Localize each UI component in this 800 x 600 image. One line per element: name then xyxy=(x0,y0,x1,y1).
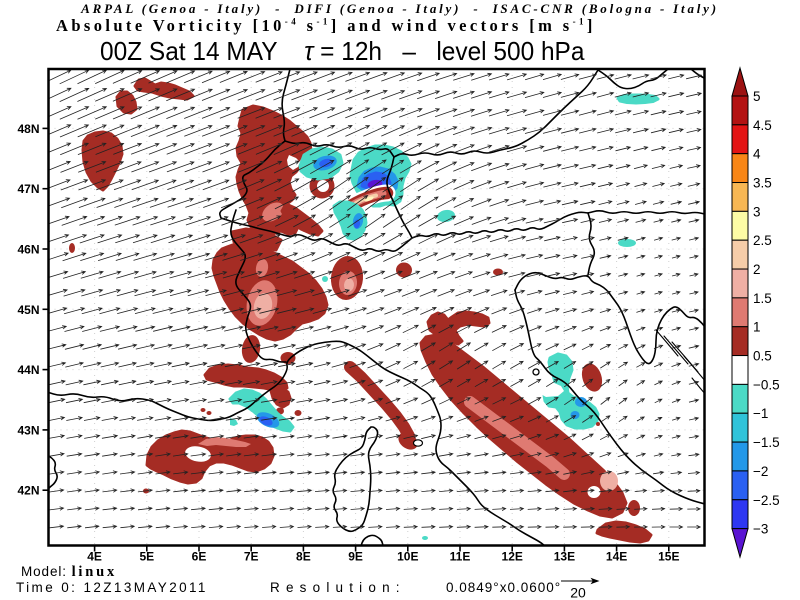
svg-text:44N: 44N xyxy=(17,363,39,377)
svg-text:−1.5: −1.5 xyxy=(753,435,780,450)
svg-text:11E: 11E xyxy=(450,550,471,564)
svg-text:1.5: 1.5 xyxy=(753,291,772,306)
svg-text:45N: 45N xyxy=(17,303,39,317)
svg-text:2: 2 xyxy=(753,262,761,277)
svg-text:47N: 47N xyxy=(17,182,39,196)
svg-text:3: 3 xyxy=(753,204,761,219)
svg-text:14E: 14E xyxy=(606,550,627,564)
svg-text:8E: 8E xyxy=(296,550,311,564)
svg-text:48N: 48N xyxy=(17,122,39,136)
svg-text:12E: 12E xyxy=(502,550,523,564)
svg-text:46N: 46N xyxy=(17,243,39,257)
svg-text:2.5: 2.5 xyxy=(753,233,772,248)
svg-text:−2: −2 xyxy=(753,464,768,479)
svg-text:3.5: 3.5 xyxy=(753,176,772,191)
svg-text:4.5: 4.5 xyxy=(753,118,772,133)
svg-text:9E: 9E xyxy=(348,550,363,564)
svg-text:5: 5 xyxy=(753,89,761,104)
svg-text:4E: 4E xyxy=(87,550,102,564)
svg-text:−0.5: −0.5 xyxy=(753,377,780,392)
svg-text:5E: 5E xyxy=(139,550,154,564)
svg-text:42N: 42N xyxy=(17,484,39,498)
svg-text:0.5: 0.5 xyxy=(753,349,772,364)
svg-text:43N: 43N xyxy=(17,423,39,437)
svg-text:10E: 10E xyxy=(397,550,418,564)
svg-text:15E: 15E xyxy=(658,550,679,564)
svg-text:−2.5: −2.5 xyxy=(753,493,780,508)
svg-text:20: 20 xyxy=(570,585,586,600)
svg-text:7E: 7E xyxy=(244,550,259,564)
svg-text:13E: 13E xyxy=(554,550,575,564)
svg-text:6E: 6E xyxy=(192,550,207,564)
svg-text:−1: −1 xyxy=(753,406,768,421)
svg-text:−3: −3 xyxy=(753,522,768,537)
svg-text:4: 4 xyxy=(753,147,761,162)
svg-text:1: 1 xyxy=(753,320,761,335)
